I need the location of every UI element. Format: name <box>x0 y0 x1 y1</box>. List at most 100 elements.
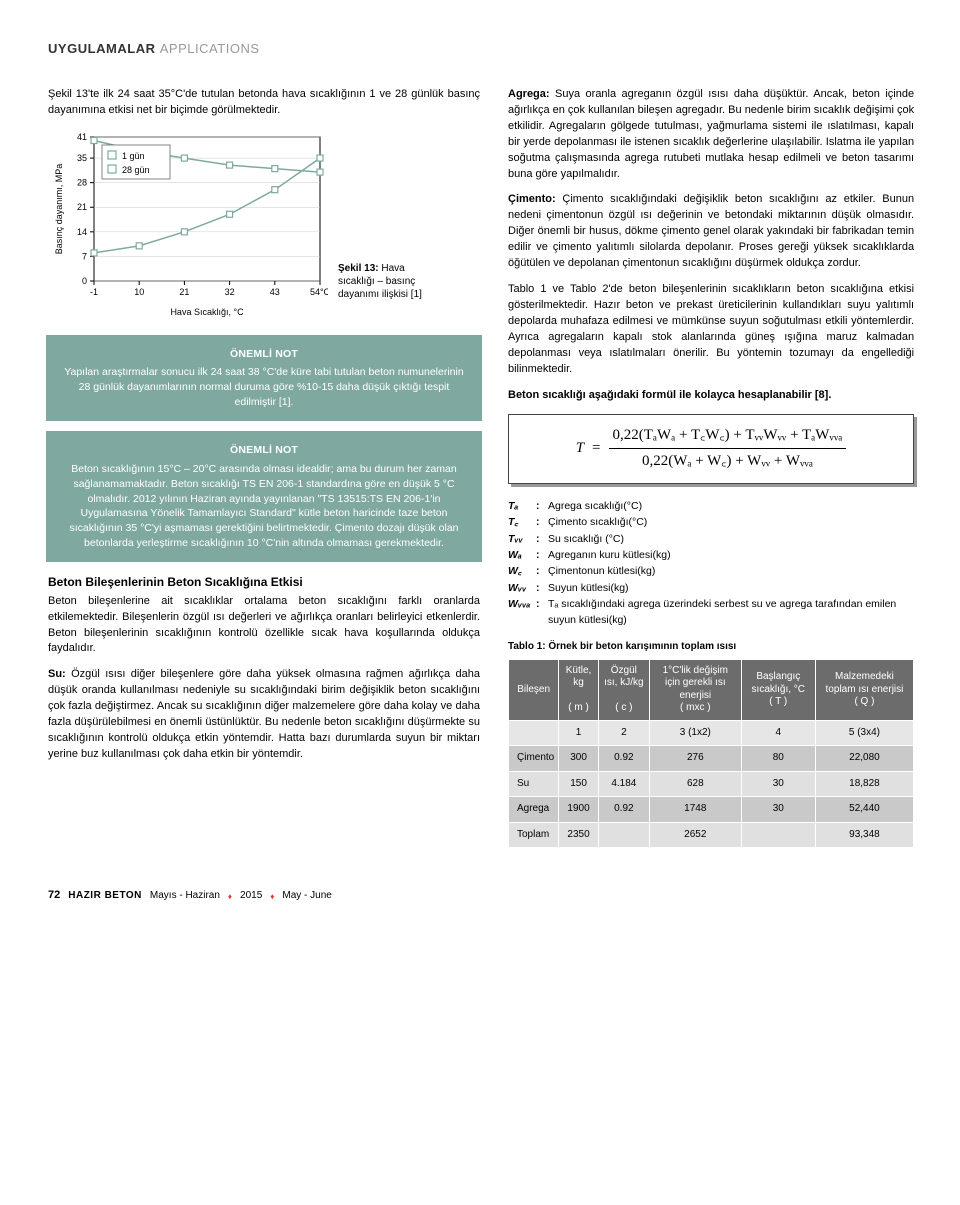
table-cell: 0.92 <box>598 797 649 823</box>
table-cell: 3 (1x2) <box>649 720 741 746</box>
table-1: BileşenKütle, kg( m )Özgül ısı, kJ/kg( c… <box>508 659 914 849</box>
header-main: UYGULAMALAR <box>48 41 160 56</box>
table-cell: 2 <box>598 720 649 746</box>
agrega-head: Agrega: <box>508 88 550 100</box>
var-row: Tᵥᵥ:Su sıcaklığı (°C) <box>508 531 914 547</box>
table-cell: 30 <box>741 797 815 823</box>
var-row: Tₐ:Agrega sıcaklığı(°C) <box>508 498 914 514</box>
footer-sep-1: ♦ <box>228 891 232 903</box>
table-cell: 4.184 <box>598 771 649 797</box>
formula-numerator: 0,22(TₐWₐ + T꜀W꜀) + TᵥᵥWᵥᵥ + TₐWᵥᵥₐ <box>609 425 847 450</box>
table-cell: 22,080 <box>815 746 913 772</box>
svg-text:1 gün: 1 gün <box>122 151 145 161</box>
footer-brand: HAZIR BETON <box>68 889 142 904</box>
cimento-body: Çimento sıcaklığındaki değişiklik beton … <box>508 193 914 269</box>
table-cell: 2652 <box>649 822 741 848</box>
svg-text:32: 32 <box>225 287 235 297</box>
table-row: Çimento3000.922768022,080 <box>509 746 914 772</box>
table-cell: 300 <box>559 746 599 772</box>
table-1-caption: Tablo 1: Örnek bir beton karışımının top… <box>508 640 914 655</box>
agrega-body: Suya oranla agreganın özgül ısısı daha d… <box>508 88 914 180</box>
table-cell: Çimento <box>509 746 559 772</box>
subhead-body: Beton bileşenlerine ait sıcaklıklar orta… <box>48 594 480 658</box>
formula-intro: Beton sıcaklığı aşağıdaki formül ile kol… <box>508 388 914 404</box>
svg-text:21: 21 <box>179 287 189 297</box>
left-column: Şekil 13'te ilk 24 saat 35°C'de tutulan … <box>48 87 480 849</box>
agrega-paragraph: Agrega: Suya oranla agreganın özgül ısıs… <box>508 87 914 183</box>
chart-13: 0 7 14 21 28 35 41 -1 10 21 32 43 54°C 1 gün 28 gün Bas… <box>48 129 328 319</box>
table-cell: 4 <box>741 720 815 746</box>
var-row: Wᵥᵥₐ:Tₐ sıcaklığındaki agrega üzerindeki… <box>508 596 914 629</box>
content-columns: Şekil 13'te ilk 24 saat 35°C'de tutulan … <box>48 87 912 849</box>
formula-box: T= 0,22(TₐWₐ + T꜀W꜀) + TᵥᵥWᵥᵥ + TₐWᵥᵥₐ 0… <box>508 414 914 485</box>
table-header-cell: Bileşen <box>509 659 559 720</box>
svg-text:14: 14 <box>77 227 87 237</box>
table-cell: 1 <box>559 720 599 746</box>
table-cell: 93,348 <box>815 822 913 848</box>
var-row: Wᵥᵥ:Suyun kütlesi(kg) <box>508 580 914 596</box>
table-header-cell: Malzemedeki toplam ısı enerjisi( Q ) <box>815 659 913 720</box>
svg-text:41: 41 <box>77 132 87 142</box>
footer-en: May - June <box>282 889 331 904</box>
table-cell: 2350 <box>559 822 599 848</box>
chart-13-caption: Şekil 13: Hava sıcaklığı – basınç dayanı… <box>338 262 438 301</box>
subhead-bilesenler: Beton Bileşenlerinin Beton Sıcaklığına E… <box>48 574 480 591</box>
svg-text:Hava Sıcaklığı, °C: Hava Sıcaklığı, °C <box>170 307 244 317</box>
svg-text:35: 35 <box>77 153 87 163</box>
svg-text:10: 10 <box>134 287 144 297</box>
cimento-head: Çimento: <box>508 193 556 205</box>
var-row: Wₐ:Agreganın kuru kütlesi(kg) <box>508 547 914 563</box>
table-row: Agrega19000.9217483052,440 <box>509 797 914 823</box>
note-box-2: ÖNEMLİ NOT Beton sıcaklığının 15°C – 20°… <box>46 431 482 562</box>
table-cell: 0.92 <box>598 746 649 772</box>
intro-paragraph: Şekil 13'te ilk 24 saat 35°C'de tutulan … <box>48 87 480 119</box>
svg-text:-1: -1 <box>90 287 98 297</box>
table-cell: Agrega <box>509 797 559 823</box>
table-cell: 628 <box>649 771 741 797</box>
page-number: 72 <box>48 888 60 904</box>
table-cell: 80 <box>741 746 815 772</box>
svg-text:28 gün: 28 gün <box>122 165 150 175</box>
table-cell: 1900 <box>559 797 599 823</box>
footer-year: 2015 <box>240 889 262 904</box>
variable-definitions: Tₐ:Agrega sıcaklığı(°C)T꜀:Çimento sıcakl… <box>508 498 914 628</box>
note-box-1: ÖNEMLİ NOT Yapılan araştırmalar sonucu i… <box>46 335 482 422</box>
su-paragraph: Su: Özgül ısısı diğer bileşenlere göre d… <box>48 667 480 763</box>
table-header-cell: 1°C'lik değişim için gerekli ısı enerjis… <box>649 659 741 720</box>
table-cell: 18,828 <box>815 771 913 797</box>
footer-sep-2: ♦ <box>270 891 274 903</box>
table-cell: 150 <box>559 771 599 797</box>
formula-denominator: 0,22(Wₐ + W꜀) + Wᵥᵥ + Wᵥᵥₐ <box>638 449 817 473</box>
footer-issue: Mayıs - Haziran <box>150 889 220 904</box>
table-cell: Toplam <box>509 822 559 848</box>
table-header-cell: Başlangıç sıcaklığı, °C( T ) <box>741 659 815 720</box>
tablo-intro: Tablo 1 ve Tablo 2'de beton bileşenlerin… <box>508 282 914 378</box>
table-row: Toplam2350 2652 93,348 <box>509 822 914 848</box>
note-2-body: Beton sıcaklığının 15°C – 20°C arasında … <box>62 462 466 550</box>
svg-text:28: 28 <box>77 177 87 187</box>
table-cell <box>741 822 815 848</box>
note-2-title: ÖNEMLİ NOT <box>62 443 466 458</box>
table-cell: 5 (3x4) <box>815 720 913 746</box>
svg-text:43: 43 <box>270 287 280 297</box>
su-body: Özgül ısısı diğer bileşenlere göre daha … <box>48 668 480 760</box>
table-header-cell: Kütle, kg( m ) <box>559 659 599 720</box>
table-cell: 276 <box>649 746 741 772</box>
cimento-paragraph: Çimento: Çimento sıcaklığındaki değişikl… <box>508 192 914 272</box>
right-column: Agrega: Suya oranla agreganın özgül ısıs… <box>508 87 914 849</box>
su-head: Su: <box>48 668 66 680</box>
note-1-title: ÖNEMLİ NOT <box>62 347 466 362</box>
svg-text:7: 7 <box>82 251 87 261</box>
table-cell: 30 <box>741 771 815 797</box>
svg-text:54°C: 54°C <box>310 287 328 297</box>
svg-text:Basınç dayanımı, MPa: Basınç dayanımı, MPa <box>54 163 64 254</box>
var-row: W꜀:Çimentonun kütlesi(kg) <box>508 563 914 579</box>
page-footer: 72 HAZIR BETON Mayıs - Haziran ♦ 2015 ♦ … <box>48 888 912 904</box>
table-cell <box>598 822 649 848</box>
header-light: APPLICATIONS <box>160 41 260 56</box>
svg-text:0: 0 <box>82 276 87 286</box>
table-cell: 52,440 <box>815 797 913 823</box>
table-row: Su1504.1846283018,828 <box>509 771 914 797</box>
svg-text:21: 21 <box>77 202 87 212</box>
chart-13-wrap: 0 7 14 21 28 35 41 -1 10 21 32 43 54°C 1 gün 28 gün Bas… <box>48 129 480 319</box>
